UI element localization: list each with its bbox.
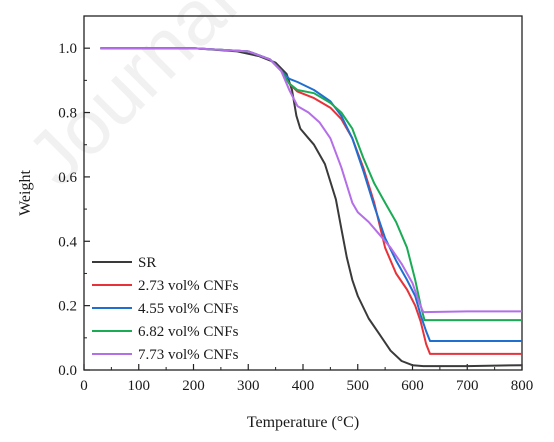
x-tick-label: 300 (237, 378, 260, 394)
legend-label: 4.55 vol% CNFs (138, 301, 239, 317)
legend-label: 2.73 vol% CNFs (138, 278, 239, 294)
legend-label: 7.73 vol% CNFs (138, 347, 239, 363)
y-tick-label: 0.8 (58, 106, 77, 122)
x-tick-label: 200 (182, 378, 205, 394)
x-tick-label: 500 (347, 378, 370, 394)
series-lines (100, 47, 523, 368)
x-tick-label: 400 (292, 378, 315, 394)
svg-text:Journal: Journal (10, 0, 253, 202)
y-axis-label: Weight (17, 170, 34, 216)
x-tick-label: 100 (128, 378, 151, 394)
x-tick-label: 800 (511, 378, 534, 394)
y-tick-label: 1.0 (58, 41, 77, 57)
legend-label: SR (138, 255, 156, 271)
x-tick-label: 700 (456, 378, 479, 394)
x-axis-label: Temperature (°C) (247, 414, 359, 431)
x-tick-label: 600 (401, 378, 424, 394)
y-tick-label: 0.2 (58, 299, 77, 315)
x-tick-label: 0 (80, 378, 88, 394)
legend: SR 2.73 vol% CNFs 4.55 vol% CNFs 6.82 vol% … (92, 255, 239, 363)
y-axis: 0.0 0.2 0.4 0.6 0.8 1.0 (58, 41, 90, 379)
y-tick-label: 0.0 (58, 363, 77, 379)
y-tick-label: 0.4 (58, 234, 77, 250)
y-tick-label: 0.6 (58, 170, 77, 186)
watermark: Journal (10, 0, 253, 202)
legend-label: 6.82 vol% CNFs (138, 324, 239, 340)
series-line-4 (100, 47, 522, 314)
x-axis: 0 100 200 300 400 500 600 700 800 (80, 364, 533, 394)
